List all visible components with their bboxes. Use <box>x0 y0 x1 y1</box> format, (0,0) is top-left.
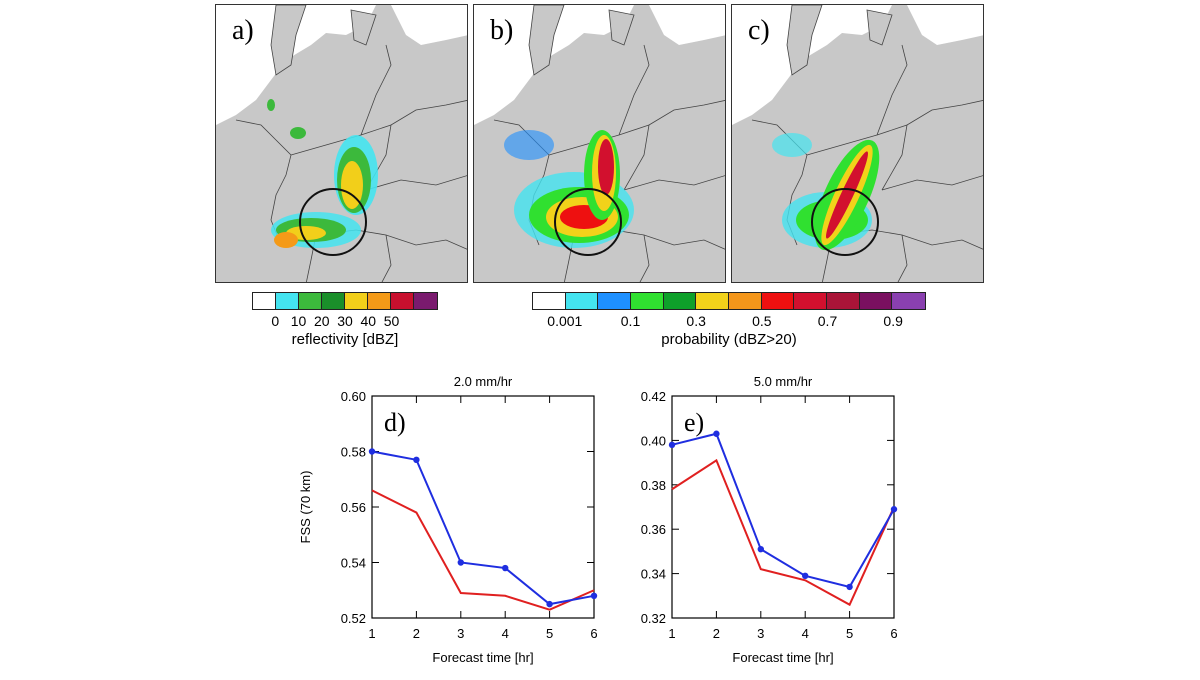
series-line <box>371 489 595 611</box>
colorbar-swatch <box>696 293 729 309</box>
map-panel-b: b) <box>473 4 726 283</box>
series-line <box>371 450 595 606</box>
colorbar-swatch <box>663 293 697 309</box>
chart-title: 2.0 mm/hr <box>454 374 513 389</box>
y-tick-label: 0.54 <box>341 556 366 571</box>
series-point <box>368 448 376 455</box>
y-tick-label: 0.58 <box>341 445 366 460</box>
plot-frame <box>671 395 895 619</box>
colorbar-swatch <box>391 293 414 309</box>
colorbar-swatch <box>368 293 391 309</box>
colorbar-swatch <box>253 293 276 309</box>
x-tick-label: 1 <box>668 626 675 641</box>
x-tick-label: 3 <box>457 626 464 641</box>
series-point <box>846 583 853 591</box>
x-axis-label: Forecast time [hr] <box>732 650 833 665</box>
colorbar-tick-label: 0.1 <box>620 313 641 329</box>
x-tick-label: 4 <box>802 626 809 641</box>
y-tick-label: 0.32 <box>641 611 666 626</box>
map-a-graphic <box>216 5 467 282</box>
colorbar-swatch <box>794 293 827 309</box>
y-tick-label: 0.36 <box>641 522 666 537</box>
panel-label-b: b) <box>490 15 514 46</box>
x-tick-label: 5 <box>546 626 553 641</box>
x-tick-label: 6 <box>590 626 597 641</box>
y-tick-label: 0.42 <box>641 389 666 404</box>
colorbar-swatch <box>533 293 566 309</box>
y-axis-label: FSS (70 km) <box>298 471 313 544</box>
fss-chart-d: 0.52 0.54 0.56 0.58 0.60 1 2 3 4 5 6 2.0 mm/hr Forec… <box>280 370 600 680</box>
colorbar-swatch <box>322 293 345 309</box>
panel-label: e) <box>684 408 704 437</box>
colorbar-swatch <box>826 293 860 309</box>
colorbar-swatch <box>859 293 893 309</box>
x-tick-label: 2 <box>713 626 720 641</box>
colorbar-tick-label: 0.001 <box>547 313 583 329</box>
colorbar-swatch <box>345 293 368 309</box>
map-c-graphic <box>732 5 983 282</box>
probability-colorbar <box>532 292 926 310</box>
series-point <box>457 559 464 566</box>
reflectivity-colorbar-label: reflectivity [dBZ] <box>291 331 399 348</box>
series-point <box>668 441 676 449</box>
x-tick-label: 6 <box>890 626 897 641</box>
series-point <box>413 456 420 464</box>
fss-chart-e-svg: 0.32 0.34 0.36 0.38 0.40 0.42 1 2 3 4 5 6 5.0 mm/hr F… <box>641 374 898 665</box>
map-panel-c: c) <box>731 4 984 283</box>
x-tick-label: 4 <box>502 626 509 641</box>
series-point <box>802 572 809 580</box>
colorbar-tick-label: 10 <box>290 313 307 329</box>
series-point <box>890 506 898 513</box>
colorbar-swatch <box>728 293 762 309</box>
colorbar-tick-label: 30 <box>337 313 353 329</box>
x-tick-label: 3 <box>757 626 764 641</box>
colorbar-tick-label: 40 <box>360 313 377 329</box>
y-tick-label: 0.60 <box>341 389 366 404</box>
x-axis-label: Forecast time [hr] <box>432 650 533 665</box>
y-tick-label: 0.38 <box>641 478 666 493</box>
y-tick-label: 0.56 <box>341 500 366 515</box>
panel-label-c: c) <box>748 15 770 46</box>
y-tick-label: 0.52 <box>341 611 366 626</box>
colorbar-tick-label: 0.7 <box>817 313 838 329</box>
colorbar-swatch <box>299 293 322 309</box>
fss-chart-d-svg: 0.52 0.54 0.56 0.58 0.60 1 2 3 4 5 6 2.0 mm/hr Forec… <box>298 374 598 665</box>
colorbar-swatch <box>630 293 664 309</box>
colorbar-swatch <box>414 293 437 309</box>
colorbar-swatch <box>598 293 631 309</box>
panel-label: d) <box>384 408 406 437</box>
colorbar-tick-label: 20 <box>313 313 330 329</box>
x-tick-label: 5 <box>846 626 853 641</box>
series-point <box>757 545 764 553</box>
colorbar-tick-label: 50 <box>383 313 400 329</box>
y-tick-label: 0.40 <box>641 433 666 448</box>
reflectivity-colorbar <box>252 292 438 310</box>
map-b-graphic <box>474 5 725 282</box>
colorbar-swatch <box>276 293 299 309</box>
reflectivity-colorbar-ticks: 0 10 20 30 40 50 <box>252 313 438 331</box>
x-tick-label: 1 <box>368 626 375 641</box>
colorbar-tick-label: 0.5 <box>752 313 772 329</box>
series-line <box>671 458 895 607</box>
probability-colorbar-ticks: 0.001 0.1 0.3 0.5 0.7 0.9 <box>532 313 926 331</box>
series-point <box>502 564 509 572</box>
panel-label-a: a) <box>232 15 254 46</box>
series-point <box>546 600 553 608</box>
colorbar-swatch <box>761 293 795 309</box>
series-point <box>590 592 598 599</box>
colorbar-tick-label: 0.9 <box>883 313 903 329</box>
x-tick-label: 2 <box>413 626 420 641</box>
y-tick-label: 0.34 <box>641 567 666 582</box>
map-panel-a: a) <box>215 4 468 283</box>
probability-colorbar-label: probability (dBZ>20) <box>661 331 797 348</box>
colorbar-tick-label: 0 <box>271 313 280 329</box>
series-point <box>713 430 720 437</box>
colorbar-swatch <box>565 293 599 309</box>
colorbar-swatch <box>892 293 925 309</box>
colorbar-tick-label: 0.3 <box>686 313 706 329</box>
series-line <box>671 432 895 589</box>
chart-title: 5.0 mm/hr <box>754 374 813 389</box>
fss-chart-e: 0.32 0.34 0.36 0.38 0.40 0.42 1 2 3 4 5 6 5.0 mm/hr F… <box>600 370 910 680</box>
